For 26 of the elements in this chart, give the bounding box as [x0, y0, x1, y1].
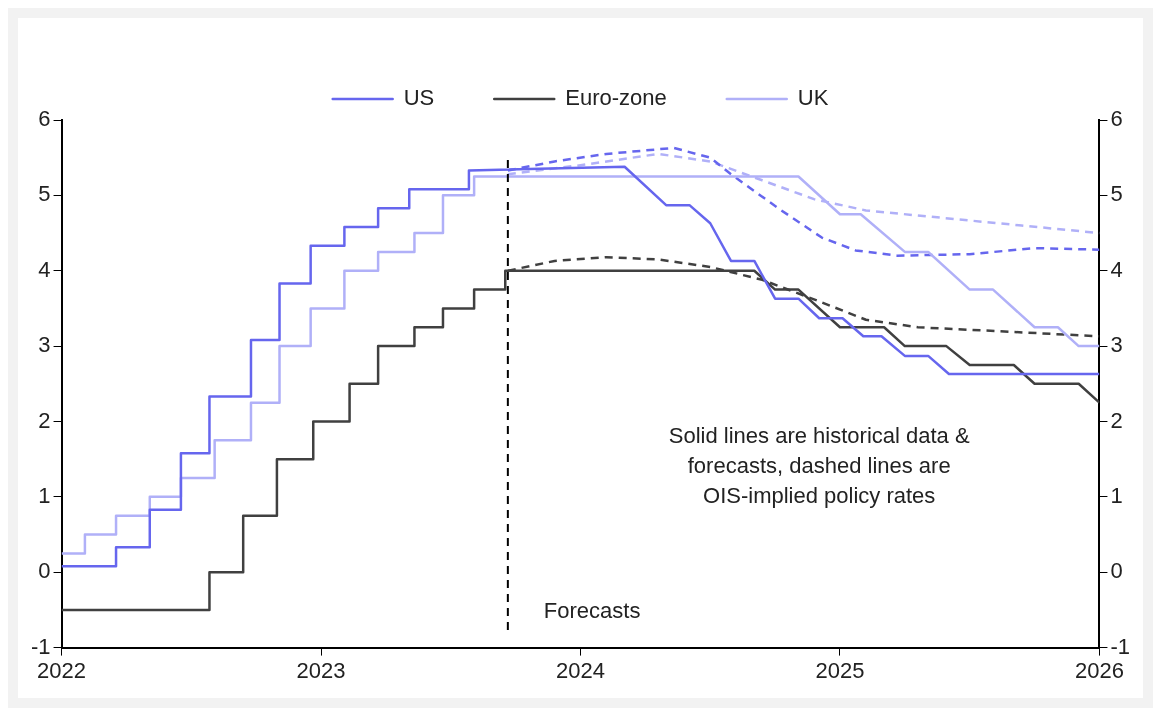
y-tick-label: -1: [31, 633, 51, 659]
annotation: Solid lines are historical data & forecasts, dashed lines are OIS-implied policy rates: [668, 423, 970, 509]
y-tick-label: 3: [38, 332, 51, 358]
y-tick-label: 4: [38, 256, 51, 282]
x-tick-label: 2023: [296, 657, 346, 683]
ref-line-label: Forecasts: [543, 597, 641, 623]
y2-tick-label: 0: [1110, 558, 1123, 584]
y2-tick-label: 5: [1110, 181, 1123, 207]
y2-tick-label: 6: [1110, 106, 1123, 132]
y-tick-label: 0: [38, 558, 51, 584]
x-tick-label: 2025: [815, 657, 865, 683]
x-tick-label: 2024: [556, 657, 605, 683]
y2-tick-label: 4: [1110, 256, 1123, 282]
y-tick-label: 5: [38, 181, 51, 207]
legend-label: US: [403, 85, 435, 111]
y2-tick-label: -1: [1110, 633, 1130, 659]
x-tick-label: 2026: [1074, 657, 1124, 683]
legend-label: Euro-zone: [565, 85, 667, 111]
y-tick-label: 6: [38, 106, 51, 132]
y-tick-label: 1: [38, 482, 51, 508]
y2-tick-label: 2: [1110, 407, 1123, 433]
y2-tick-label: 3: [1110, 332, 1123, 358]
y-tick-label: 2: [38, 407, 51, 433]
x-tick-label: 2022: [37, 657, 87, 683]
legend-label: UK: [797, 85, 829, 111]
y2-tick-label: 1: [1110, 482, 1123, 508]
